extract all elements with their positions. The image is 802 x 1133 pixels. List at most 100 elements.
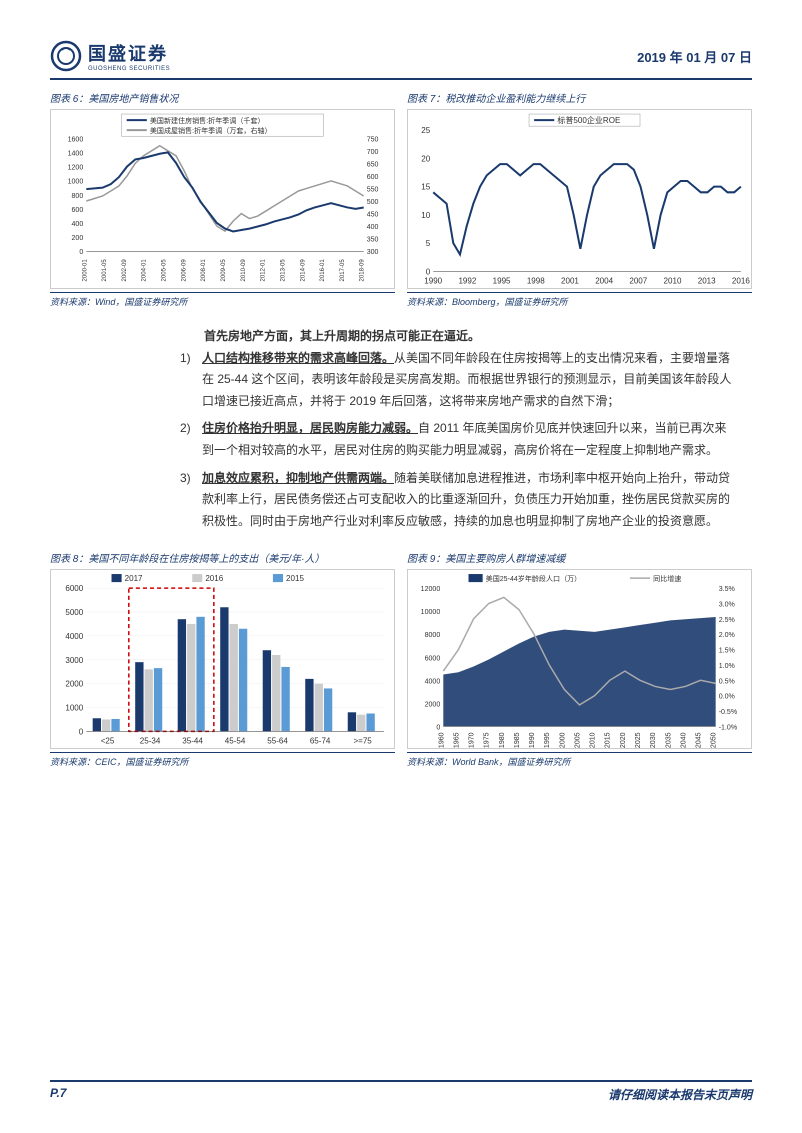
svg-text:-1.0%: -1.0% bbox=[719, 725, 738, 732]
svg-text:1995: 1995 bbox=[544, 733, 551, 749]
svg-text:45-54: 45-54 bbox=[225, 737, 246, 746]
svg-text:200: 200 bbox=[72, 235, 84, 242]
svg-text:同比增速: 同比增速 bbox=[653, 574, 681, 583]
chart-7-source: 资料来源：Bloomberg，国盛证券研究所 bbox=[407, 292, 752, 308]
svg-text:1985: 1985 bbox=[514, 733, 521, 749]
svg-text:6000: 6000 bbox=[65, 585, 83, 594]
svg-text:5000: 5000 bbox=[65, 608, 83, 617]
chart-7: 图表 7：税改推动企业盈利能力继续上行 标普500企业ROE0510152025… bbox=[407, 90, 752, 308]
svg-text:1970: 1970 bbox=[469, 733, 476, 749]
svg-text:美国新建住房销售:折年季调（千套）: 美国新建住房销售:折年季调（千套） bbox=[150, 116, 265, 125]
svg-text:1200: 1200 bbox=[68, 165, 84, 172]
svg-text:25: 25 bbox=[421, 126, 430, 135]
svg-text:700: 700 bbox=[367, 149, 379, 156]
svg-text:2016-01: 2016-01 bbox=[320, 259, 326, 282]
svg-text:2017: 2017 bbox=[125, 574, 143, 583]
svg-text:4000: 4000 bbox=[65, 632, 83, 641]
svg-text:2.0%: 2.0% bbox=[719, 633, 736, 640]
chart-8-svg: 2017201620150100020003000400050006000<25… bbox=[51, 570, 394, 752]
svg-text:1992: 1992 bbox=[458, 277, 476, 286]
svg-text:450: 450 bbox=[367, 212, 379, 219]
svg-text:65-74: 65-74 bbox=[310, 737, 331, 746]
chart-9-source: 资料来源：World Bank，国盛证券研究所 bbox=[407, 752, 752, 768]
svg-text:1000: 1000 bbox=[65, 704, 83, 713]
svg-text:2.5%: 2.5% bbox=[719, 617, 736, 624]
svg-text:0: 0 bbox=[426, 267, 431, 276]
svg-text:2008-01: 2008-01 bbox=[201, 259, 207, 282]
svg-text:1960: 1960 bbox=[438, 733, 445, 749]
svg-text:0.5%: 0.5% bbox=[719, 679, 736, 686]
svg-text:1998: 1998 bbox=[527, 277, 545, 286]
svg-text:300: 300 bbox=[367, 249, 379, 256]
svg-text:0: 0 bbox=[436, 725, 440, 732]
svg-text:2018-09: 2018-09 bbox=[360, 259, 366, 282]
svg-text:-0.5%: -0.5% bbox=[719, 709, 738, 716]
svg-text:35-44: 35-44 bbox=[182, 737, 203, 746]
page-number: P.7 bbox=[50, 1086, 66, 1103]
svg-text:25-34: 25-34 bbox=[140, 737, 161, 746]
logo-subtitle: GUOSHENG SECURITIES bbox=[88, 66, 170, 72]
svg-text:2010-09: 2010-09 bbox=[241, 259, 247, 282]
svg-text:400: 400 bbox=[72, 221, 84, 228]
logo: 国盛证券 GUOSHENG SECURITIES bbox=[50, 40, 170, 72]
logo-icon bbox=[50, 40, 82, 72]
chart-8-source: 资料来源：CEIC，国盛证券研究所 bbox=[50, 752, 395, 768]
svg-text:2005: 2005 bbox=[574, 733, 581, 749]
svg-text:0: 0 bbox=[79, 249, 83, 256]
svg-text:1975: 1975 bbox=[484, 733, 491, 749]
page-footer: P.7 请仔细阅读本报告末页声明 bbox=[50, 1080, 752, 1103]
header-date: 2019 年 01 月 07 日 bbox=[637, 47, 752, 66]
svg-text:3000: 3000 bbox=[65, 656, 83, 665]
svg-text:6000: 6000 bbox=[425, 656, 441, 663]
svg-text:15: 15 bbox=[421, 183, 430, 192]
chart-9-title: 图表 9：美国主要购房人群增速减缓 bbox=[407, 550, 752, 565]
svg-text:2040: 2040 bbox=[680, 733, 687, 749]
svg-text:8000: 8000 bbox=[425, 633, 441, 640]
svg-text:2030: 2030 bbox=[650, 733, 657, 749]
svg-text:1965: 1965 bbox=[453, 733, 460, 749]
svg-text:2013-05: 2013-05 bbox=[280, 259, 286, 282]
svg-text:2004: 2004 bbox=[595, 277, 613, 286]
svg-text:2010: 2010 bbox=[664, 277, 682, 286]
svg-text:美国25-44岁年龄段人口（万）: 美国25-44岁年龄段人口（万） bbox=[486, 574, 582, 583]
svg-text:2016: 2016 bbox=[732, 277, 750, 286]
page-header: 国盛证券 GUOSHENG SECURITIES 2019 年 01 月 07 … bbox=[50, 40, 752, 80]
svg-text:2013: 2013 bbox=[698, 277, 716, 286]
svg-text:55-64: 55-64 bbox=[267, 737, 288, 746]
svg-text:550: 550 bbox=[367, 186, 379, 193]
numbered-list: 1)人口结构推移带来的需求高峰回落。从美国不同年龄段在住房按揭等上的支出情况来看… bbox=[180, 348, 732, 533]
svg-text:2015: 2015 bbox=[286, 574, 304, 583]
chart-8-title: 图表 8：美国不同年龄段在住房按揭等上的支出（美元/年·人） bbox=[50, 550, 395, 565]
chart-6-source: 资料来源：Wind，国盛证券研究所 bbox=[50, 292, 395, 308]
svg-text:<25: <25 bbox=[101, 737, 115, 746]
svg-text:2010: 2010 bbox=[590, 733, 597, 749]
svg-text:2004-01: 2004-01 bbox=[142, 259, 148, 282]
svg-text:1980: 1980 bbox=[499, 733, 506, 749]
chart-6: 图表 6：美国房地产销售状况 美国新建住房销售:折年季调（千套）美国成屋销售:折… bbox=[50, 90, 395, 308]
chart-7-svg: 标普500企业ROE051015202519901992199519982001… bbox=[408, 110, 751, 292]
svg-text:1990: 1990 bbox=[529, 733, 536, 749]
svg-text:10000: 10000 bbox=[421, 610, 441, 617]
svg-text:>=75: >=75 bbox=[353, 737, 372, 746]
svg-text:1.5%: 1.5% bbox=[719, 648, 736, 655]
svg-text:500: 500 bbox=[367, 199, 379, 206]
chart-7-title: 图表 7：税改推动企业盈利能力继续上行 bbox=[407, 90, 752, 105]
svg-text:20: 20 bbox=[421, 154, 430, 163]
chart-6-title: 图表 6：美国房地产销售状况 bbox=[50, 90, 395, 105]
svg-text:美国成屋销售:折年季调（万套，右轴）: 美国成屋销售:折年季调（万套，右轴） bbox=[150, 126, 272, 135]
svg-text:2001: 2001 bbox=[561, 277, 579, 286]
svg-text:2045: 2045 bbox=[696, 733, 703, 749]
svg-text:12000: 12000 bbox=[421, 587, 441, 594]
svg-text:2006-09: 2006-09 bbox=[181, 259, 187, 282]
svg-text:2000-01: 2000-01 bbox=[82, 259, 88, 282]
svg-text:2001-05: 2001-05 bbox=[102, 259, 108, 282]
svg-text:400: 400 bbox=[367, 224, 379, 231]
svg-text:600: 600 bbox=[367, 174, 379, 181]
chart-8: 图表 8：美国不同年龄段在住房按揭等上的支出（美元/年·人） 201720162… bbox=[50, 550, 395, 768]
svg-text:1600: 1600 bbox=[68, 136, 84, 143]
svg-text:350: 350 bbox=[367, 237, 379, 244]
body-text: 首先房地产方面，其上升周期的拐点可能正在逼近。 1)人口结构推移带来的需求高峰回… bbox=[50, 314, 752, 550]
footer-disclaimer: 请仔细阅读本报告末页声明 bbox=[608, 1086, 752, 1103]
svg-text:2007: 2007 bbox=[629, 277, 647, 286]
svg-text:3.5%: 3.5% bbox=[719, 587, 736, 594]
